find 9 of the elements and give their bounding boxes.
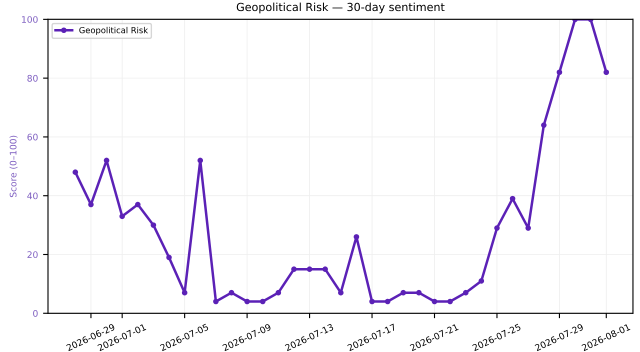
y-tick-label: 0 [33, 310, 38, 317]
y-axis-title: Score (0–100) [10, 136, 18, 198]
y-tick-label: 40 [27, 192, 38, 200]
chart-title: Geopolitical Risk — 30-day sentiment [236, 2, 445, 14]
legend-label: Geopolitical Risk [79, 26, 148, 35]
y-tick-label: 80 [27, 74, 38, 82]
y-tick-label: 60 [27, 134, 38, 140]
y-tick-label: 20 [27, 251, 38, 258]
y-tick-label: 100 [22, 16, 38, 23]
